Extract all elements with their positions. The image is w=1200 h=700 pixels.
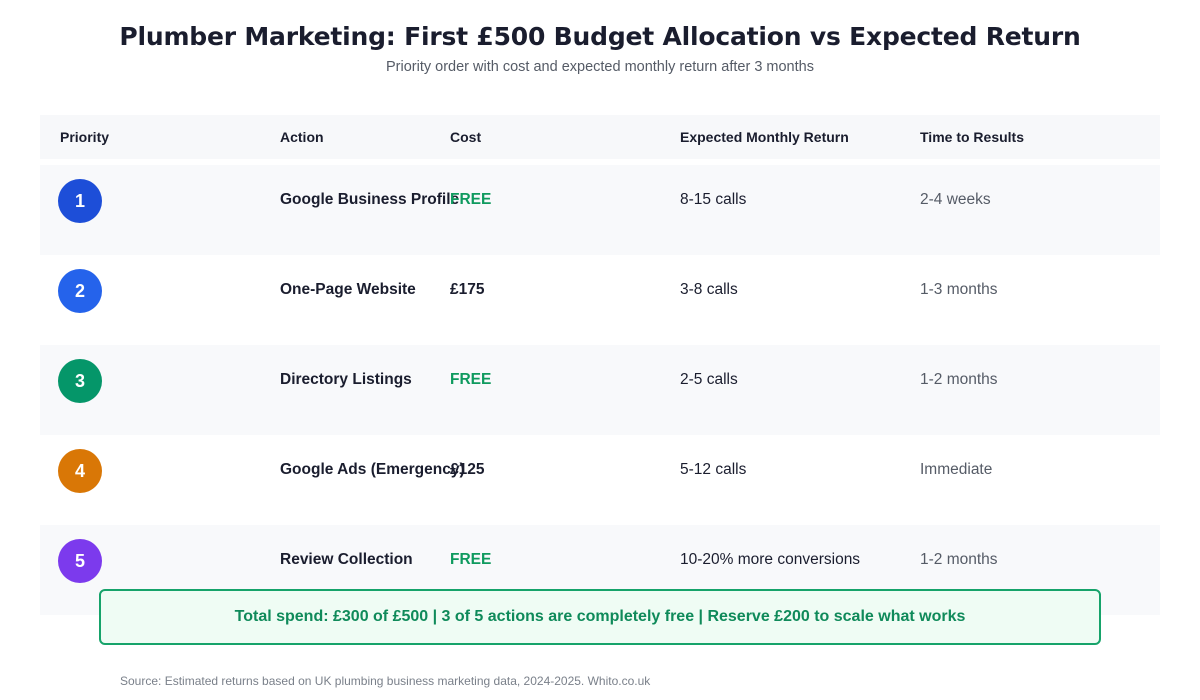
return-cell: 3-8 calls xyxy=(680,281,738,298)
page-subtitle: Priority order with cost and expected mo… xyxy=(386,59,814,75)
cost-cell: FREE xyxy=(450,551,492,568)
cost-cell: £125 xyxy=(450,461,485,478)
return-cell: 8-15 calls xyxy=(680,191,747,208)
header-action: Action xyxy=(280,129,324,145)
summary-banner: Total spend: £300 of £500 | 3 of 5 actio… xyxy=(99,589,1101,645)
time-cell: Immediate xyxy=(920,461,993,478)
table-header: Priority Action Cost Expected Monthly Re… xyxy=(40,115,1160,159)
action-cell: Review Collection xyxy=(280,551,413,568)
table-row: 2 One-Page Website £175 3-8 calls 1-3 mo… xyxy=(40,255,1160,345)
time-cell: 2-4 weeks xyxy=(920,191,991,208)
table-row: 4 Google Ads (Emergency) £125 5-12 calls… xyxy=(40,435,1160,525)
priority-badge: 4 xyxy=(58,449,102,493)
priority-badge: 5 xyxy=(58,539,102,583)
priority-badge: 1 xyxy=(58,179,102,223)
budget-table: Priority Action Cost Expected Monthly Re… xyxy=(40,115,1160,615)
source-note: Source: Estimated returns based on UK pl… xyxy=(120,674,651,688)
cost-cell: £175 xyxy=(450,281,485,298)
time-cell: 1-3 months xyxy=(920,281,998,298)
page-title: Plumber Marketing: First £500 Budget All… xyxy=(119,22,1081,51)
cost-cell: FREE xyxy=(450,191,492,208)
action-cell: Google Ads (Emergency) xyxy=(280,461,465,478)
action-cell: Directory Listings xyxy=(280,371,412,388)
return-cell: 2-5 calls xyxy=(680,371,738,388)
header-return: Expected Monthly Return xyxy=(680,129,849,145)
priority-badge: 2 xyxy=(58,269,102,313)
header-priority: Priority xyxy=(60,129,110,145)
return-cell: 10-20% more conversions xyxy=(680,551,861,568)
table-row: 1 Google Business Profile FREE 8-15 call… xyxy=(40,165,1160,255)
time-cell: 1-2 months xyxy=(920,371,998,388)
header-time: Time to Results xyxy=(920,129,1024,145)
priority-badge: 3 xyxy=(58,359,102,403)
header-cost: Cost xyxy=(450,129,482,145)
return-cell: 5-12 calls xyxy=(680,461,747,478)
action-cell: Google Business Profile xyxy=(280,191,460,208)
cost-cell: FREE xyxy=(450,371,492,388)
time-cell: 1-2 months xyxy=(920,551,998,568)
action-cell: One-Page Website xyxy=(280,281,416,298)
table-row: 3 Directory Listings FREE 2-5 calls 1-2 … xyxy=(40,345,1160,435)
